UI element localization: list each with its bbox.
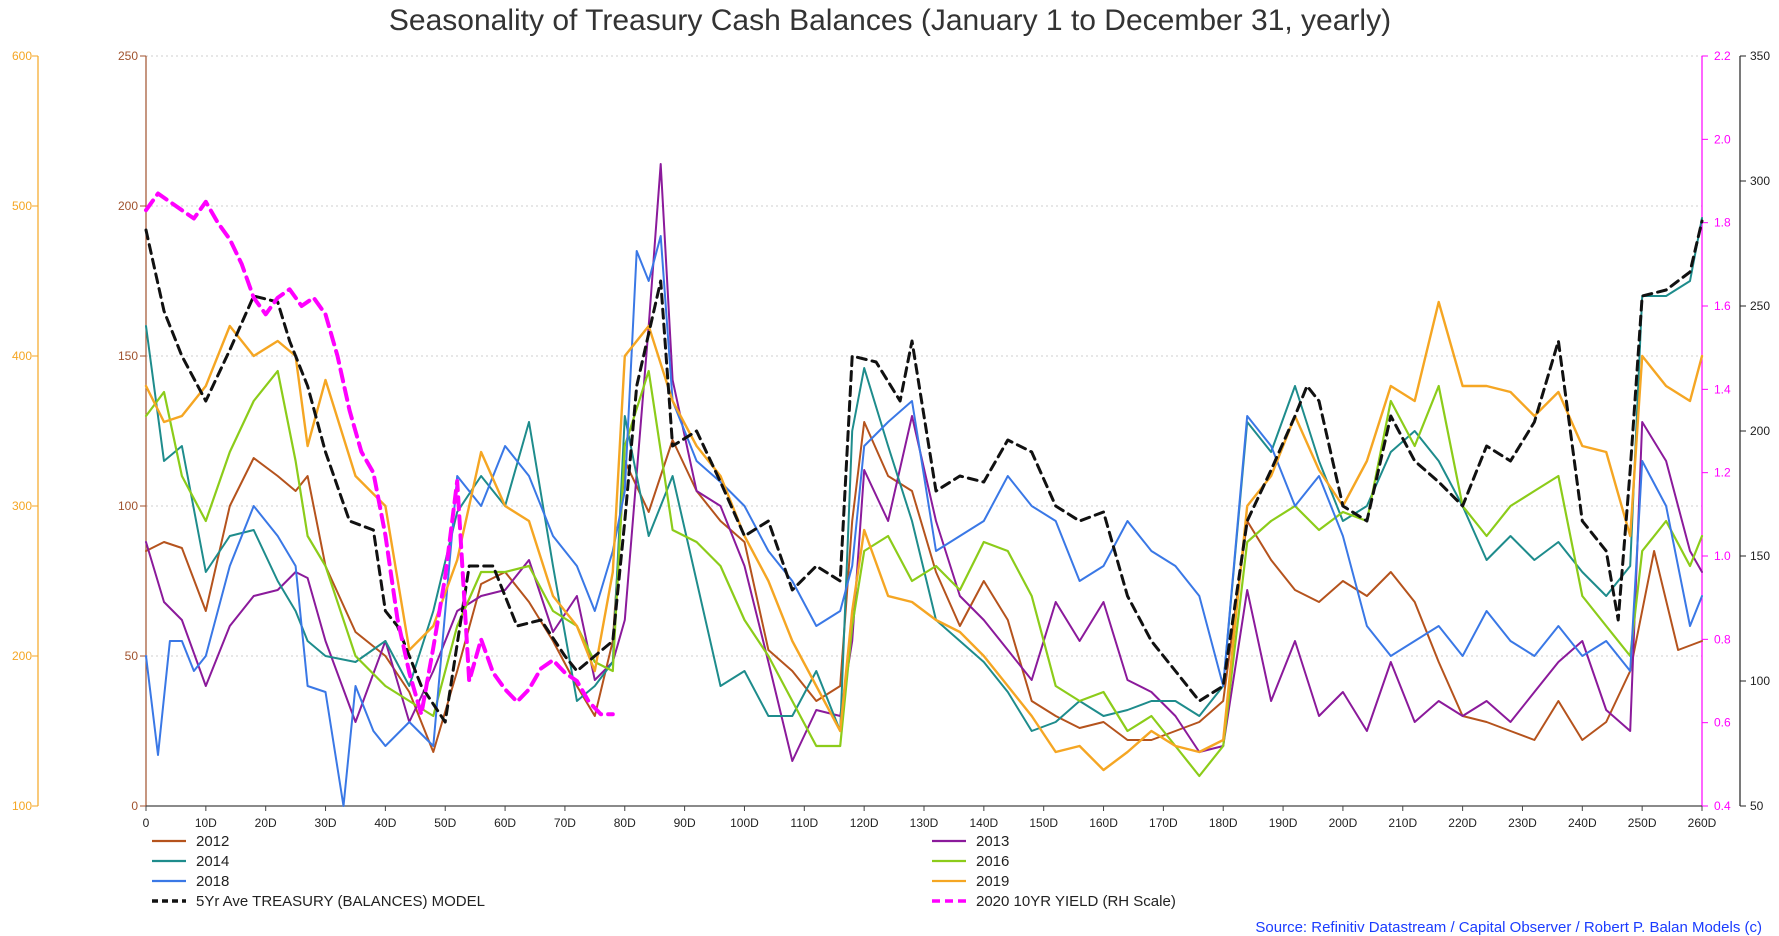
legend-label: 5Yr Ave TREASURY (BALANCES) MODEL <box>196 893 485 910</box>
x-tick-label: 230D <box>1508 816 1537 830</box>
far_right-tick-label: 350 <box>1750 49 1770 63</box>
legend-label: 2012 <box>196 833 229 850</box>
x-tick-label: 40D <box>374 816 396 830</box>
x-tick-label: 30D <box>315 816 337 830</box>
x-tick-label: 250D <box>1628 816 1657 830</box>
series-lines <box>144 163 1704 807</box>
x-tick-label: 20D <box>255 816 277 830</box>
yield_right-tick-label: 1.4 <box>1714 382 1731 396</box>
far_right-tick-label: 200 <box>1750 424 1770 438</box>
yield_right-tick-label: 1.6 <box>1714 299 1731 313</box>
x-tick-label: 10D <box>195 816 217 830</box>
main-tick-label: 250 <box>118 49 138 63</box>
x-tick-label: 200D <box>1329 816 1358 830</box>
far_right-tick-label: 150 <box>1750 549 1770 563</box>
yield_right-tick-label: 0.6 <box>1714 716 1731 730</box>
x-tick-label: 60D <box>494 816 516 830</box>
x-tick-label: 100D <box>730 816 759 830</box>
far_left-tick-label: 300 <box>12 499 32 513</box>
legend-label: 2014 <box>196 853 229 870</box>
x-tick-label: 80D <box>614 816 636 830</box>
x-tick-label: 140D <box>970 816 999 830</box>
yield_right-tick-label: 1.8 <box>1714 216 1731 230</box>
x-tick-label: 130D <box>910 816 939 830</box>
x-tick-label: 90D <box>674 816 696 830</box>
x-tick-label: 0 <box>143 816 150 830</box>
x-tick-label: 170D <box>1149 816 1178 830</box>
x-tick-label: 220D <box>1448 816 1477 830</box>
far_right-tick-label: 250 <box>1750 299 1770 313</box>
legend-label: 2016 <box>976 853 1009 870</box>
series-line-2014 <box>145 217 1703 732</box>
x-tick-label: 160D <box>1089 816 1118 830</box>
main-tick-label: 50 <box>125 649 139 663</box>
x-tick-label: 210D <box>1388 816 1417 830</box>
main-tick-label: 0 <box>131 799 138 813</box>
far_right-tick-label: 300 <box>1750 174 1770 188</box>
far_left-tick-label: 600 <box>12 49 32 63</box>
axes: 1002003004005006000501001502002500.40.60… <box>12 49 1770 830</box>
legend-label: 2013 <box>976 833 1009 850</box>
main-tick-label: 100 <box>118 499 138 513</box>
main-tick-label: 200 <box>118 199 138 213</box>
x-tick-label: 120D <box>850 816 879 830</box>
source-note: Source: Refinitiv Datastream / Capital O… <box>1255 919 1762 936</box>
yield_right-tick-label: 2.2 <box>1714 49 1731 63</box>
series-line-2018 <box>145 235 1703 807</box>
x-tick-label: 190D <box>1269 816 1298 830</box>
yield_right-tick-label: 1.2 <box>1714 466 1731 480</box>
legend-label: 2019 <box>976 873 1009 890</box>
x-tick-label: 110D <box>790 816 818 830</box>
x-tick-label: 240D <box>1568 816 1597 830</box>
far_left-tick-label: 200 <box>12 649 32 663</box>
yield_right-tick-label: 1.0 <box>1714 549 1731 563</box>
series-line-2016 <box>144 369 1704 778</box>
legend-label: 2018 <box>196 873 229 890</box>
yield_right-tick-label: 2.0 <box>1714 132 1731 146</box>
yield_right-tick-label: 0.4 <box>1714 799 1731 813</box>
series-line-2013 <box>145 163 1703 762</box>
far_left-tick-label: 500 <box>12 199 32 213</box>
x-tick-label: 50D <box>434 816 456 830</box>
legend-label: 2020 10YR YIELD (RH Scale) <box>976 893 1176 910</box>
x-tick-label: 70D <box>554 816 576 830</box>
x-tick-label: 150D <box>1029 816 1058 830</box>
far_right-tick-label: 100 <box>1750 674 1770 688</box>
far_right-tick-label: 50 <box>1750 799 1764 813</box>
grid <box>146 55 1702 807</box>
x-tick-label: 180D <box>1209 816 1238 830</box>
series-line-2019 <box>144 300 1704 772</box>
series-line-2020-10yr-yield-rh-scale <box>144 191 615 717</box>
yield_right-tick-label: 0.8 <box>1714 632 1731 646</box>
main-tick-label: 150 <box>118 349 138 363</box>
series-line-5yr-ave-treasury-balances-model <box>144 219 1704 724</box>
chart-title: Seasonality of Treasury Cash Balances (J… <box>389 4 1391 37</box>
far_left-tick-label: 100 <box>12 799 32 813</box>
far_left-tick-label: 400 <box>12 349 32 363</box>
legend: 2012 2013 2014 2016 2018 2019 5Yr Ave TREASURY… <box>152 833 1176 910</box>
x-tick-label: 260D <box>1688 816 1717 830</box>
